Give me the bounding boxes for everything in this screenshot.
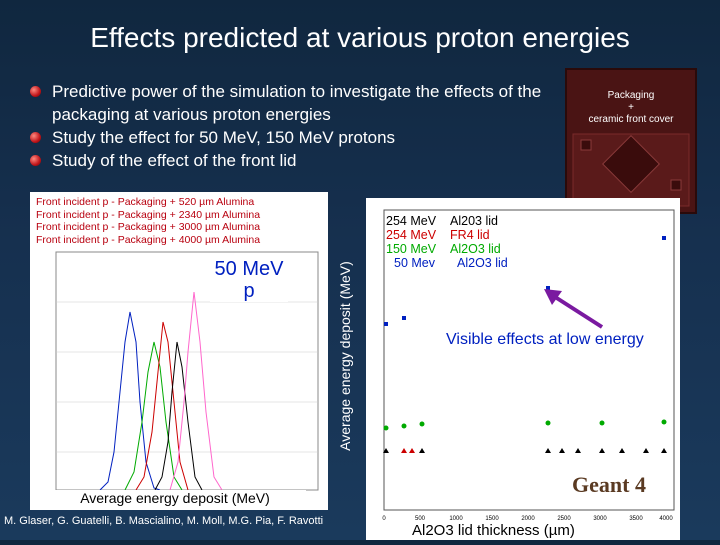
bullet-item-1: Predictive power of the simulation to in… (30, 80, 560, 126)
scatter-plot: 0 500 1000 1500 2000 2500 3000 3500 4000 (382, 209, 675, 522)
scatter-legend-entry-3: 150 MeV Al2O3 lid (386, 242, 508, 256)
legend-lid-4: Al2O3 lid (457, 256, 508, 270)
geant4-logo: Geant 4 (572, 472, 646, 497)
svg-text:4000: 4000 (659, 516, 673, 522)
scatter-xlabel: Al2O3 lid thickness (µm) (412, 522, 575, 539)
legend-entry-2: Front incident p - Packaging + 2340 µm A… (36, 208, 261, 221)
legend-energy-2: 254 MeV (386, 228, 437, 242)
bullet-item-3: Study of the effect of the front lid (30, 149, 560, 172)
scatter-legend-entry-4: 50 Mev Al2O3 lid (386, 256, 508, 270)
legend-energy-1: 254 MeV (386, 214, 437, 228)
legend-lid-3: Al2O3 lid (450, 242, 501, 256)
histogram-legend: Front incident p - Packaging + 520 µm Al… (36, 196, 260, 246)
bullet-text-2: Study the effect for 50 MeV, 150 MeV pro… (52, 128, 396, 147)
legend-lid-1: Al203 lid (450, 214, 498, 228)
bullet-text-3: Study of the effect of the front lid (52, 151, 297, 170)
svg-text:3500: 3500 (629, 516, 643, 522)
annotation-text: Visible effects at low energy (446, 331, 644, 348)
legend-entry-3: Front incident p - Packaging + 3000 µm A… (36, 221, 261, 233)
svg-text:2000: 2000 (521, 516, 535, 522)
package-chip-icon (572, 133, 690, 207)
energy-label: 50 MeV p (210, 258, 288, 302)
bullet-icon (30, 86, 41, 97)
histogram-xlabel: Average energy deposit (MeV) (44, 490, 306, 506)
scatter-legend-entry-1: 254 MeV Al203 lid (386, 214, 508, 228)
scatter-legend: 254 MeV Al203 lid 254 MeV FR4 lid 150 MeV A… (386, 214, 508, 270)
legend-energy-3: 150 MeV (386, 242, 437, 256)
bullet-list: Predictive power of the simulation to in… (30, 80, 560, 172)
packaging-label-3: ceramic front cover (588, 114, 674, 125)
legend-energy-4: 50 Mev (394, 256, 435, 270)
bullet-item-2: Study the effect for 50 MeV, 150 MeV pro… (30, 126, 560, 149)
legend-lid-2: FR4 lid (450, 228, 490, 242)
left-plot-panel (30, 192, 328, 510)
svg-text:500: 500 (415, 516, 426, 522)
packaging-label-2: + (628, 102, 634, 113)
packaging-label-1: Packaging (607, 90, 655, 101)
packaging-photo: Packaging + ceramic front cover (565, 68, 697, 214)
right-plot-panel: 0 500 1000 1500 2000 2500 3000 3500 4000 (366, 198, 680, 540)
svg-text:1500: 1500 (485, 516, 499, 522)
legend-entry-1: Front incident p - Packaging + 520 µm Al… (36, 196, 255, 208)
bullet-icon (30, 155, 41, 166)
scatter-ylabel: Average energy deposit (MeV) (337, 261, 353, 451)
svg-text:3000: 3000 (593, 516, 607, 522)
authors: M. Glaser, G. Guatelli, B. Mascialino, M… (4, 515, 324, 527)
page-title: Effects predicted at various proton ener… (90, 22, 630, 53)
svg-text:1000: 1000 (449, 516, 463, 522)
svg-text:0: 0 (382, 516, 386, 522)
bullet-text-1: Predictive power of the simulation to in… (52, 82, 542, 124)
scatter-legend-entry-2: 254 MeV FR4 lid (386, 228, 508, 242)
svg-text:2500: 2500 (557, 516, 571, 522)
bullet-icon (30, 132, 41, 143)
legend-entry-4: Front incident p - Packaging + 4000 µm A… (36, 233, 261, 246)
arrow-icon (544, 289, 604, 329)
